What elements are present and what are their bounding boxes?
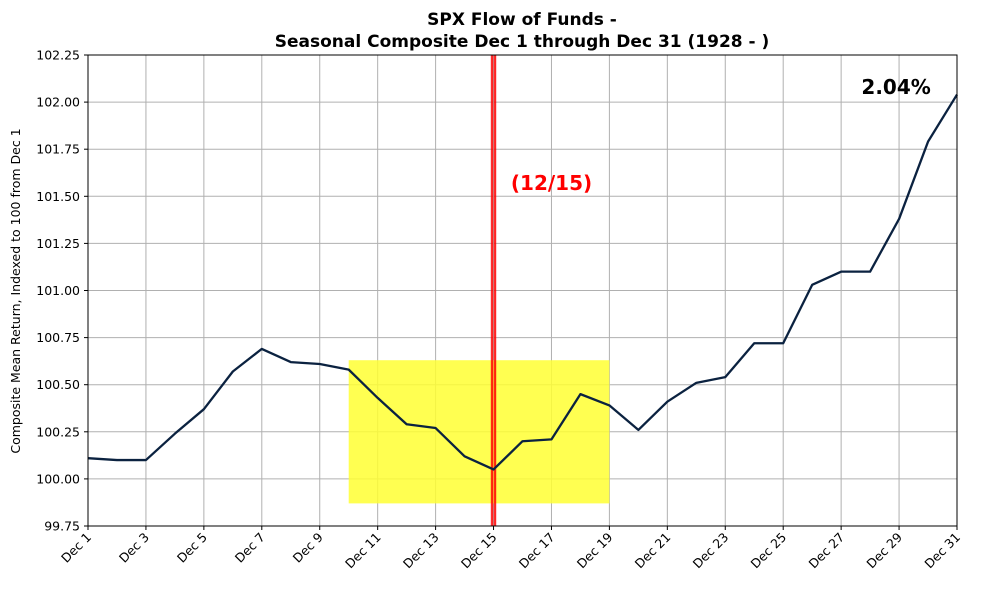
- y-tick-label: 100.25: [36, 424, 80, 439]
- highlight-box: [348, 360, 610, 504]
- y-tick-label: 100.75: [36, 330, 80, 345]
- plot-area: 99.75 100.00 100.25 100.50 100.75 101.00 101.2…: [36, 48, 963, 572]
- x-tick-label: Dec 7: [232, 530, 268, 566]
- x-tick-label: Dec 3: [116, 530, 152, 566]
- x-tick-label: Dec 29: [863, 529, 905, 571]
- y-tick-label: 101.50: [36, 189, 80, 204]
- date-annotation: (12/15): [511, 171, 592, 195]
- y-tick-label: 101.75: [36, 142, 80, 157]
- x-tick-label: Dec 31: [921, 530, 963, 572]
- series-line: [87, 93, 958, 471]
- x-tick-label: Dec 15: [458, 530, 500, 572]
- x-tick-label: Dec 23: [690, 530, 732, 572]
- y-axis-label: Composite Mean Return, Indexed to 100 fr…: [8, 128, 23, 453]
- chart-subtitle: Seasonal Composite Dec 1 through Dec 31 …: [275, 32, 770, 52]
- y-tick-label: 99.75: [44, 519, 80, 534]
- y-tick-label: 101.25: [36, 236, 80, 251]
- x-tick-label: Dec 19: [574, 529, 616, 571]
- vertical-marker-glow: [490, 55, 497, 526]
- y-tick-label: 102.25: [36, 48, 80, 63]
- x-tick-label: Dec 25: [748, 530, 790, 572]
- x-tick-label: Dec 17: [516, 530, 558, 572]
- x-tick-label: Dec 5: [174, 530, 210, 566]
- x-tick-label: Dec 21: [632, 530, 674, 572]
- y-tick-label: 100.50: [36, 377, 80, 392]
- x-tick-label: Dec 27: [805, 530, 847, 572]
- x-tick-label: Dec 13: [400, 530, 442, 572]
- y-tick-label: 102.00: [36, 95, 80, 110]
- return-annotation: 2.04%: [861, 75, 930, 99]
- y-tick-label: 101.00: [36, 283, 80, 298]
- x-tick-label: Dec 1: [58, 530, 94, 566]
- x-tick-label: Dec 11: [342, 530, 384, 572]
- y-tick-label: 100.00: [36, 471, 80, 486]
- chart-title: SPX Flow of Funds -: [427, 10, 617, 30]
- x-tick-label: Dec 9: [290, 529, 326, 565]
